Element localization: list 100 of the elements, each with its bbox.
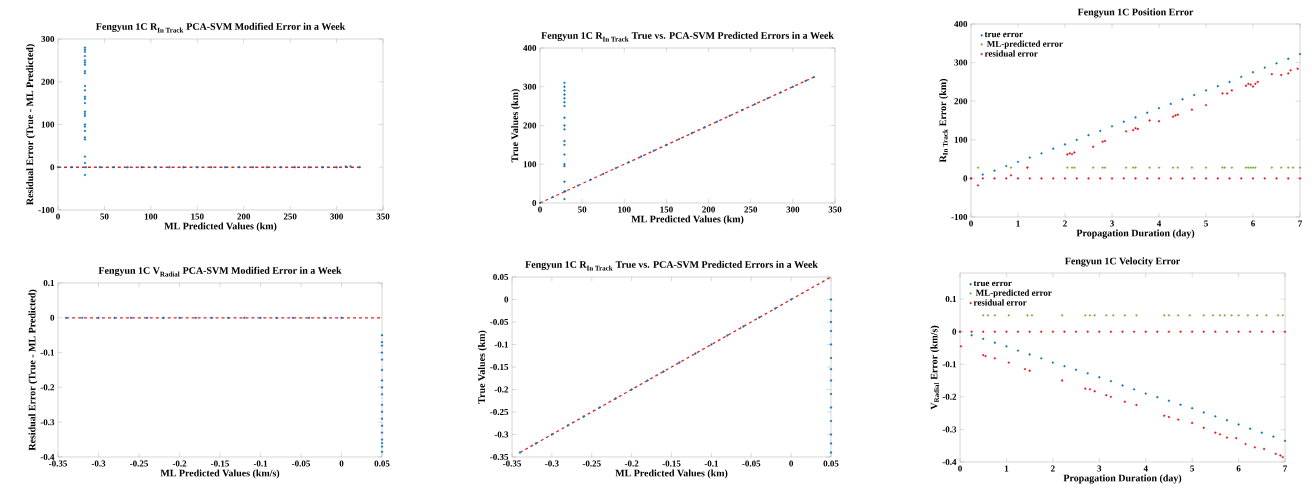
y-tick-label: -0.3 <box>40 419 55 426</box>
y-tick-label: -0.2 <box>942 393 957 400</box>
y-tick-label: -0.25 <box>490 408 509 416</box>
x-tick-label: -0.25 <box>582 460 601 467</box>
x-tick-label: 0 <box>789 460 794 467</box>
y-tick-label: 100 <box>41 121 55 128</box>
x-tick-label: 300 <box>330 213 343 220</box>
x-axis-title: Propagation Duration (day) <box>1076 229 1195 239</box>
y-tick-label: -0.4 <box>942 458 957 466</box>
y-tick-label: 100 <box>523 161 537 168</box>
x-tick-label: 50 <box>578 206 587 213</box>
y-axis-title: True Values (km) <box>477 330 487 404</box>
x-axis-title: ML Predicted Values (km) <box>631 215 744 225</box>
y-tick-label: -0.2 <box>494 386 509 393</box>
x-tick-label: 0.05 <box>374 460 390 467</box>
x-tick-label: -0.3 <box>91 460 106 467</box>
y-tick-label: 0 <box>50 164 55 171</box>
legend-label: ML-predicted error <box>986 40 1063 49</box>
x-tick-label: -0.15 <box>662 460 681 467</box>
y-axis-title: True Values (km) <box>511 89 521 163</box>
x-tick-label: 350 <box>376 213 390 220</box>
y-axis-title: $\text{R}_{\text{In Track}}\text{ Error (km)}$ <box>939 78 949 163</box>
x-tick-label: 6 <box>1251 220 1255 227</box>
y-tick-label: -0.35 <box>490 453 509 461</box>
x-tick-label: -0.2 <box>172 460 187 467</box>
y-tick-label: -0.05 <box>490 318 509 326</box>
y-tick-label: 0.05 <box>493 273 509 281</box>
y-tick-label: -0.1 <box>494 341 509 348</box>
y-tick-label: 300 <box>954 59 968 66</box>
x-tick-label: 250 <box>744 206 758 213</box>
y-tick-label: -0.15 <box>490 363 509 371</box>
x-tick-label: 200 <box>702 206 715 213</box>
x-tick-label: 150 <box>660 206 673 213</box>
x-tick-label: 7 <box>1298 220 1303 227</box>
chart-title: $\text{Fengyun 1C R}_{\text{In Track}}\text{ PCA-SVM Modified Error in a Week}$ <box>96 22 346 33</box>
x-tick-label: 6 <box>1236 465 1241 472</box>
y-axis-title: $\text{V}_{\text{Radial}}\text{ Error (km/s)}$ <box>930 325 940 410</box>
x-tick-label: 50 <box>100 213 109 220</box>
x-tick-label: 4 <box>1143 465 1148 472</box>
x-tick-label: 1 <box>1004 465 1009 472</box>
y-tick-label: -0.4 <box>40 453 55 461</box>
x-axis-title: ML Predicted Values (km/s) <box>160 469 280 479</box>
x-tick-label: 2 <box>1063 220 1067 227</box>
x-tick-label: -0.35 <box>503 460 522 467</box>
x-tick-label: 100 <box>144 213 158 220</box>
chart-title: $\text{Fengyun 1C V}_{\text{Radial}}\text{ PCA-SVM Modified Error in a Week}$ <box>98 266 342 277</box>
x-tick-label: 0 <box>339 460 344 467</box>
y-tick-label: 0 <box>504 296 509 303</box>
legend-label: residual error <box>973 299 1027 306</box>
y-tick-label: 0 <box>952 328 957 335</box>
x-tick-label: 0.05 <box>823 460 839 467</box>
x-tick-label: 5 <box>1190 465 1195 472</box>
x-tick-label: 200 <box>237 213 251 220</box>
chart-title: Fengyun 1C Position Error <box>1077 8 1194 18</box>
y-tick-label: 200 <box>523 122 537 129</box>
chart-title: $\text{Fengyun 1C R}_{\text{In Track}}\text{ True vs. PCA-SVM Predicted Errors in a Week}$ <box>541 31 834 42</box>
y-tick-label: 100 <box>954 136 968 143</box>
y-tick-label: 400 <box>954 20 968 28</box>
x-tick-label: -0.05 <box>742 460 761 467</box>
y-tick-label: 400 <box>523 44 537 52</box>
x-axis-title: ML Predicted Values (km) <box>164 222 277 232</box>
x-axis-title: Propagation Duration (day) <box>1063 474 1182 484</box>
y-tick-label: -0.2 <box>40 384 55 391</box>
y-tick-label: -0.1 <box>40 349 55 356</box>
y-tick-label: 200 <box>954 98 968 105</box>
x-axis-title: ML Predicted Values (km) <box>615 469 728 479</box>
y-tick-label: 300 <box>523 83 537 90</box>
x-tick-label: 5 <box>1204 220 1208 227</box>
chart-title: Fengyun 1C Velocity Error <box>1064 257 1180 267</box>
legend-label: ML-predicted error <box>975 289 1052 298</box>
legend-label: true error <box>984 32 1023 38</box>
x-tick-label: -0.2 <box>624 460 639 467</box>
legend-label: residual error <box>984 50 1038 57</box>
x-tick-label: 0 <box>969 220 973 227</box>
x-tick-label: 0 <box>56 213 60 220</box>
x-tick-label: 100 <box>618 206 631 213</box>
y-tick-label: 0 <box>50 314 55 321</box>
x-tick-label: -0.3 <box>545 460 559 467</box>
x-tick-label: 2 <box>1051 465 1055 472</box>
y-tick-label: -0.1 <box>942 361 957 368</box>
x-tick-label: 300 <box>786 206 800 213</box>
x-tick-label: -0.1 <box>253 460 268 467</box>
y-tick-label: -0.3 <box>494 431 509 438</box>
y-tick-label: 0.1 <box>43 279 55 287</box>
y-tick-label: -100 <box>951 213 968 221</box>
y-tick-label: 0 <box>963 175 968 182</box>
x-tick-label: 7 <box>1283 465 1288 472</box>
x-tick-label: 350 <box>828 206 842 213</box>
x-tick-label: 3 <box>1110 220 1114 227</box>
y-tick-label: 0.1 <box>945 296 957 303</box>
y-tick-label: 200 <box>41 78 55 85</box>
y-axis-title: Residual Error (True - ML Predicted) <box>28 289 38 451</box>
y-axis-title: Residual Error (True - ML Predicted) <box>26 44 36 205</box>
x-tick-label: 250 <box>283 213 297 220</box>
y-tick-label: 300 <box>41 35 55 43</box>
y-tick-label: -0.3 <box>942 426 957 433</box>
x-tick-label: -0.15 <box>211 460 230 467</box>
x-tick-label: 150 <box>191 213 204 220</box>
x-tick-label: 4 <box>1156 220 1162 227</box>
x-tick-label: -0.25 <box>130 460 149 467</box>
